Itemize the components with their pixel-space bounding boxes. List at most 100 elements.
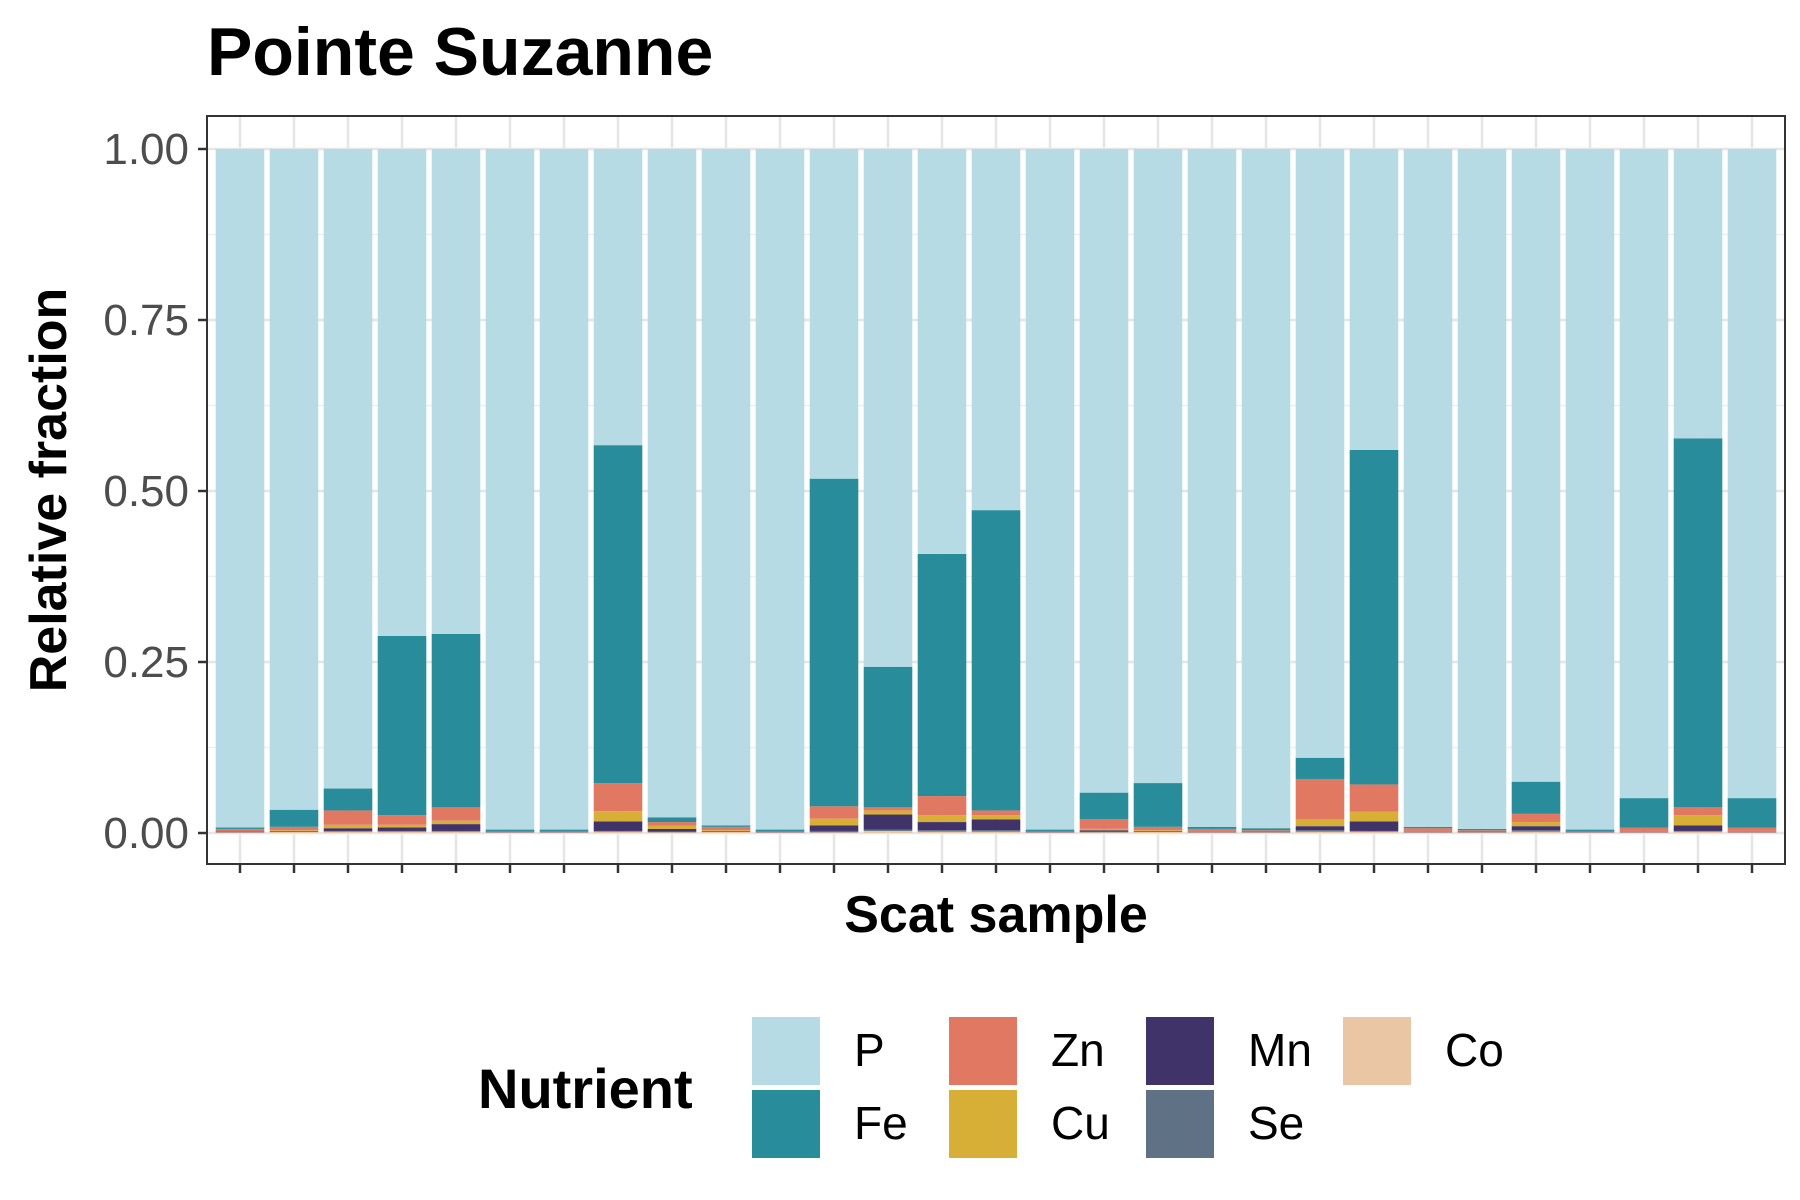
bar-segment-co <box>971 831 1021 833</box>
bar-segment-mn <box>1619 831 1669 833</box>
bar-segment-p <box>1619 149 1669 799</box>
bar-segment-mn <box>863 814 913 830</box>
bar-segment-zn <box>485 830 535 832</box>
bar-segment-co <box>1619 832 1669 833</box>
bar-segment-se <box>917 830 967 832</box>
bar-segment-p <box>1025 149 1075 830</box>
bar-segment-se <box>647 831 697 833</box>
bar-segment-fe <box>1673 438 1723 808</box>
bar-segment-cu <box>917 815 967 823</box>
bar-segment-cu <box>1727 830 1777 832</box>
bar-segment-cu <box>1187 830 1237 832</box>
bar-segment-zn <box>1673 807 1723 816</box>
bar-segment-zn <box>377 815 427 825</box>
bar-segment-mn <box>1727 831 1777 833</box>
legend: P Fe Zn Cu Mn Se Co <box>752 1017 1504 1158</box>
bar-segment-mn <box>917 822 967 831</box>
bar-segment-zn <box>1457 830 1507 832</box>
bar-segment-fe <box>1133 783 1183 827</box>
bar-segment-fe <box>1403 826 1453 829</box>
bar-segment-cu <box>377 824 427 828</box>
bar-segment-zn <box>701 826 751 831</box>
bar-segment-co <box>1511 831 1561 833</box>
bar-segment-zn <box>755 830 805 832</box>
legend-label-cu: Cu <box>1051 1097 1110 1149</box>
legend-label-p: P <box>854 1024 885 1076</box>
bar-segment-cu <box>1619 830 1669 832</box>
bar-segment-zn <box>863 807 913 811</box>
bar-segment-p <box>1349 149 1399 450</box>
bar-segment-p <box>377 149 427 637</box>
bar-segment-fe <box>1349 449 1399 785</box>
bar-segment-p <box>269 149 319 810</box>
bar-segment-co <box>1295 831 1345 833</box>
bar-segment-fe <box>377 636 427 816</box>
bar-segment-fe <box>431 633 481 808</box>
bar-segment-co <box>215 832 265 833</box>
bar-segment-co <box>1673 831 1723 833</box>
bar-segment-co <box>1187 832 1237 833</box>
bar-segment-p <box>755 149 805 830</box>
bar-segment-zn <box>1565 830 1615 832</box>
bar-segment-p <box>1241 149 1291 829</box>
bar-segment-co <box>485 832 535 833</box>
chart-title: Pointe Suzanne <box>207 14 713 90</box>
bar-segment-mn <box>1673 825 1723 831</box>
bar-segment-fe <box>863 666 913 808</box>
bar-segment-cu <box>1673 815 1723 826</box>
bar-segment-p <box>539 149 589 830</box>
bar-segment-zn <box>593 783 643 812</box>
bar-segment-cu <box>1403 830 1453 832</box>
bar-segment-zn <box>323 810 373 825</box>
bar-segment-p <box>863 149 913 667</box>
bar-segment-se <box>1349 830 1399 832</box>
y-axis-title: Relative fraction <box>20 288 78 693</box>
bar-segment-fe <box>1079 792 1129 820</box>
y-tick-label: 1.00 <box>103 125 189 174</box>
bar-segment-p <box>323 149 373 789</box>
bar-segment-co <box>755 832 805 833</box>
bar-segment-fe <box>1025 829 1075 831</box>
legend-label-se: Se <box>1248 1097 1304 1149</box>
bar-segment-zn <box>1511 813 1561 823</box>
bar-segment-se <box>971 830 1021 832</box>
bar-segment-zn <box>539 830 589 832</box>
bar-segment-zn <box>1133 826 1183 831</box>
bar-segment-mn <box>809 825 859 831</box>
legend-label-mn: Mn <box>1248 1024 1312 1076</box>
bar-segment-fe <box>215 827 265 829</box>
bar-segment-mn <box>431 824 481 831</box>
bar-segment-mn <box>1079 830 1129 832</box>
bar-segment-zn <box>1349 784 1399 812</box>
bar-segment-mn <box>215 831 265 833</box>
bar-segment-zn <box>431 807 481 821</box>
bar-segment-mn <box>701 830 751 832</box>
bar-segment-co <box>1349 831 1399 833</box>
bar-segment-co <box>1241 832 1291 833</box>
bar-segment-mn <box>377 827 427 831</box>
bar-segment-co <box>269 831 319 833</box>
x-axis-title: Scat sample <box>844 886 1148 944</box>
bar-segment-fe <box>1727 798 1777 828</box>
bar-segment-co <box>647 832 697 833</box>
legend-key-se <box>1146 1090 1214 1158</box>
legend-label-co: Co <box>1445 1024 1504 1076</box>
bar-segment-cu <box>1349 811 1399 822</box>
bar-segment-fe <box>1511 781 1561 814</box>
bar-segment-cu <box>593 811 643 822</box>
bar-segment-co <box>863 830 913 833</box>
bar-segment-mn <box>1241 831 1291 833</box>
y-tick-label: 0.50 <box>103 467 189 516</box>
legend-key-co <box>1343 1017 1411 1085</box>
y-tick-label: 0.00 <box>103 809 189 858</box>
bar-segment-fe <box>1241 828 1291 831</box>
bar-segment-cu <box>1133 830 1183 831</box>
bar-segment-co <box>1025 832 1075 833</box>
bar-segment-fe <box>755 829 805 831</box>
bar-segment-cu <box>701 830 751 831</box>
bar-segment-fe <box>1457 828 1507 831</box>
bar-segment-mn <box>269 830 319 832</box>
bar-segment-cu <box>863 810 913 815</box>
bar-segment-p <box>1079 149 1129 793</box>
